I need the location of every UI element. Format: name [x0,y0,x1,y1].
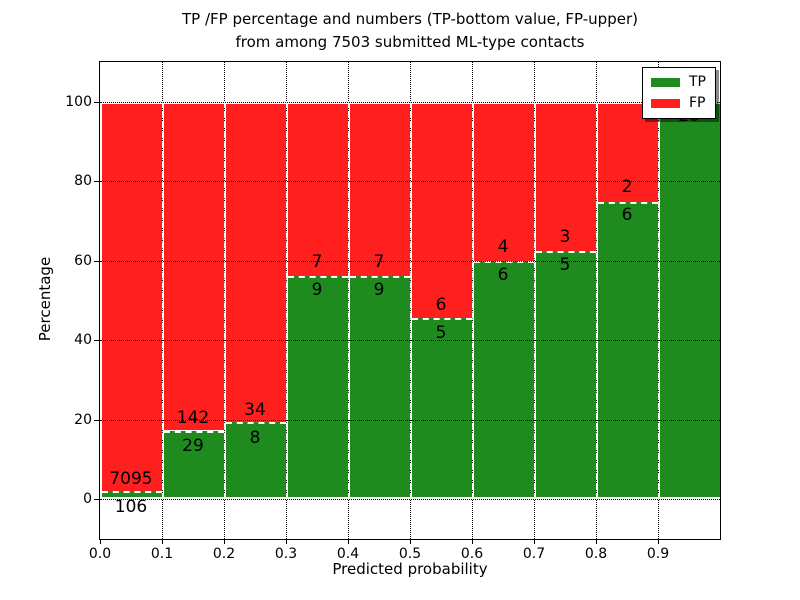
y-tick-label: 60 [74,252,92,269]
x-tick-mark [410,539,411,544]
tp-count-label: 6 [497,264,509,285]
y-tick-mark [94,340,99,342]
tp-bar-segment [536,251,596,498]
horizontal-gridline [100,181,720,183]
stacked-bar [348,101,410,500]
x-tick-mark [286,539,287,544]
fp-bar-segment [598,103,658,203]
x-tick-label: 0.3 [274,546,298,562]
tp-bar-segment [598,202,658,498]
chart-title-line-1: TP /FP percentage and numbers (TP-bottom… [182,10,638,28]
plot-area: 7095 106 142 29 34 8 7 9 7 9 6 5 4 6 3 5 2 6 20 0.0 0.1 0.2 0… [65,61,721,562]
chart-title-line-2: from among 7503 submitted ML-type contac… [235,32,585,51]
fp-bar-segment [164,103,224,431]
x-tick-mark [162,539,163,544]
y-tick-mark [94,101,99,103]
horizontal-gridline [100,260,720,262]
x-tick-mark [658,539,659,544]
fp-count-label: 4 [497,236,509,257]
x-tick-label: 0.7 [522,546,546,562]
tp-count-label: 9 [373,279,385,300]
stacked-bar [658,101,720,500]
x-axis-label: Predicted probability [332,560,488,578]
x-tick-mark [348,539,349,544]
stacked-bar [286,101,348,500]
tp-count-label: 29 [182,435,204,456]
y-tick-label: 20 [74,411,92,428]
y-tick-label: 0 [83,491,92,508]
x-tick-mark [224,539,225,544]
horizontal-gridline [100,419,720,421]
tp-bar-segment [350,275,410,498]
x-tick-label: 0.6 [460,546,484,562]
stacked-bar [100,101,162,500]
tp-count-label: 8 [249,427,261,448]
stacked-bar [410,101,472,500]
y-tick-label: 40 [74,332,92,349]
fp-bar-segment [474,103,534,262]
stacked-bar [224,101,286,500]
y-axis-label: Percentage [36,256,54,342]
x-tick-mark [100,539,101,544]
tp-count-label: 9 [311,279,323,300]
tp-bar-segment [288,275,348,498]
fp-bar-segment [288,103,348,276]
x-tick-mark [472,539,473,544]
tp-bar-segment [226,422,286,498]
legend-entry-tp: TP [651,74,706,91]
stacked-bar [596,101,658,500]
legend: TP FP [642,67,716,119]
x-tick-label: 0.2 [212,546,236,562]
y-tick-mark [94,419,99,421]
legend-entry-fp: FP [651,95,706,112]
horizontal-gridline [100,499,720,501]
legend-label-tp: TP [689,74,706,90]
tp-count-label: 5 [559,254,571,275]
fp-count-label: 3 [559,226,571,247]
y-tick-mark [94,499,99,501]
x-tick-label: 0.1 [150,546,174,562]
tp-color-swatch [651,78,680,87]
x-tick-label: 0.5 [398,546,422,562]
horizontal-gridline [100,101,720,103]
x-tick-mark [534,539,535,544]
fp-count-label: 7 [373,251,385,272]
y-tick-label: 100 [65,93,92,110]
stacked-bar [472,101,534,500]
horizontal-gridline [100,340,720,342]
tp-bar-segment [660,103,720,498]
tp-count-label: 6 [621,205,633,226]
stacked-bar [534,101,596,500]
fp-count-label: 2 [621,177,633,198]
fp-count-label: 7095 [109,469,153,490]
x-tick-mark [596,539,597,544]
tp-bar-segment [474,261,534,498]
tp-count-label: 5 [435,322,447,343]
x-tick-label: 0.9 [646,546,670,562]
stacked-bar [162,101,224,500]
y-tick-mark [94,260,99,262]
y-tick-label: 80 [74,173,92,190]
x-tick-label: 0.0 [88,546,112,562]
tp-count-label: 106 [114,497,148,518]
fp-count-label: 142 [176,407,210,428]
fp-bar-segment [412,103,472,319]
fp-bar-segment [536,103,596,252]
fp-bar-segment [350,103,410,276]
y-tick-mark [94,181,99,183]
fp-count-label: 6 [435,294,447,315]
fp-bar-segment [102,103,162,492]
fp-color-swatch [651,99,680,108]
chart-title: TP /FP percentage and numbers (TP-bottom… [100,8,720,53]
x-tick-label: 0.8 [584,546,608,562]
fp-count-label: 7 [311,251,323,272]
tp-bar-segment [412,318,472,498]
tp-bar-segment [102,491,162,498]
legend-label-fp: FP [689,95,706,111]
fp-bar-segment [226,103,286,423]
fp-count-label: 34 [244,399,266,420]
x-tick-label: 0.4 [336,546,360,562]
tp-bar-segment [164,430,224,498]
